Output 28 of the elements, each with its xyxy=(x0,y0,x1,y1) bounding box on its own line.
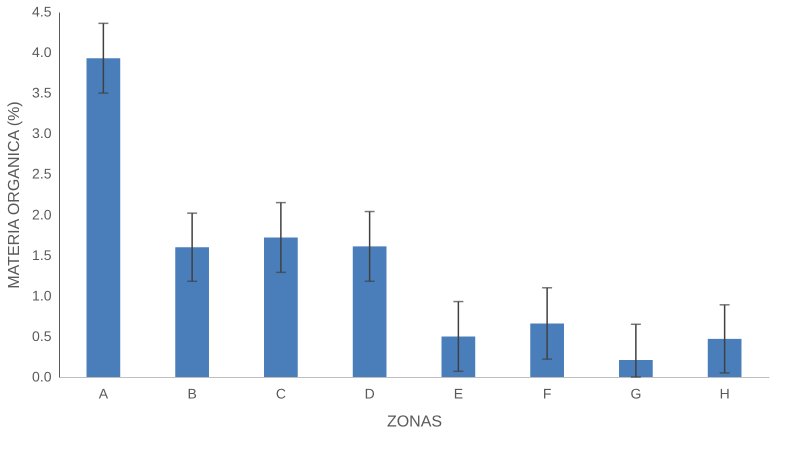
y-tick-label: 3.0 xyxy=(32,125,52,142)
bar xyxy=(442,336,476,377)
x-tick-label: C xyxy=(276,386,286,402)
x-tick-label: B xyxy=(187,386,197,402)
y-tick-label: 4.0 xyxy=(32,44,52,60)
y-tick-label: 3.5 xyxy=(32,84,52,101)
bar xyxy=(619,360,653,377)
y-tick-label: 2.0 xyxy=(32,206,52,222)
x-tick-label: E xyxy=(454,386,464,402)
y-tick-label: 4.5 xyxy=(32,4,52,20)
y-axis-title: MATERIA ORGANICA (%) xyxy=(6,101,24,289)
y-tick-label: 0.0 xyxy=(32,368,52,384)
bar xyxy=(352,246,386,377)
bar xyxy=(86,58,120,377)
x-tick-label: H xyxy=(720,386,730,402)
bar xyxy=(708,338,742,377)
bar xyxy=(264,237,298,377)
y-tick-label: 0.5 xyxy=(32,328,52,344)
x-tick-label: G xyxy=(630,386,642,402)
bar xyxy=(175,247,209,377)
x-tick-label: F xyxy=(542,386,552,402)
y-tick-label: 1.0 xyxy=(32,287,52,304)
x-tick-label: D xyxy=(364,386,375,402)
y-tick-label: 2.5 xyxy=(32,166,52,182)
x-axis-title: ZONAS xyxy=(386,414,442,430)
bar xyxy=(530,323,564,377)
x-tick-label: A xyxy=(98,386,109,402)
y-tick-label: 1.5 xyxy=(32,246,52,263)
